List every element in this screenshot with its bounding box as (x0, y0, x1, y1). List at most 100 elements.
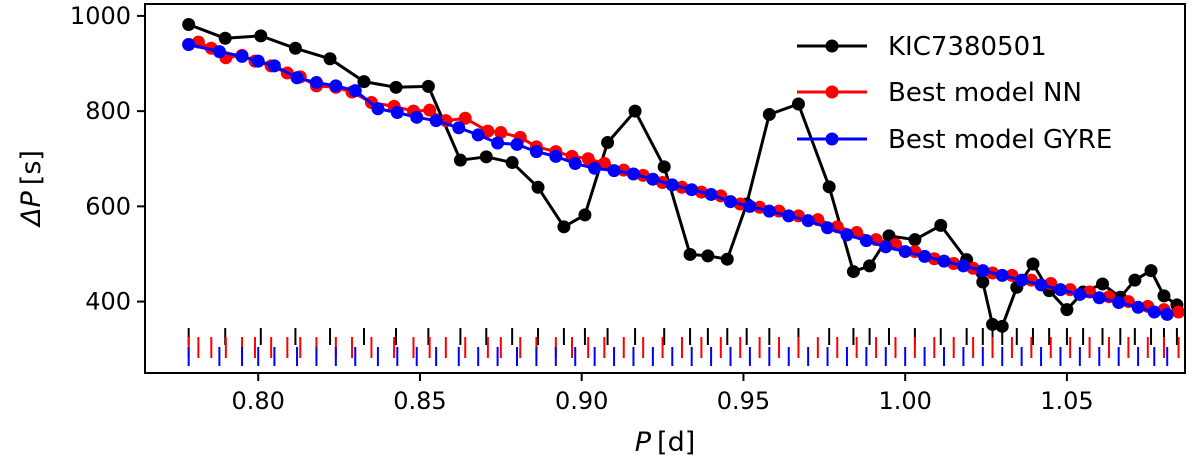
x-tick-label: 0.90 (555, 387, 608, 415)
data-point (529, 145, 543, 159)
data-point (821, 221, 835, 235)
data-point (1112, 296, 1126, 310)
data-point (956, 259, 970, 273)
x-axis-label: P [d] (635, 427, 696, 458)
data-point (701, 249, 715, 263)
data-point (1172, 305, 1186, 319)
data-point (995, 268, 1009, 282)
data-point (628, 104, 642, 118)
data-point (549, 149, 563, 163)
data-point (657, 160, 671, 174)
data-point (182, 17, 196, 31)
data-point (1160, 307, 1174, 321)
data-point (601, 136, 615, 150)
data-point (1128, 273, 1142, 287)
data-point (1060, 303, 1074, 317)
data-point (423, 103, 437, 117)
data-point (665, 178, 679, 192)
data-point (290, 71, 304, 85)
data-point (578, 208, 592, 222)
data-point (1092, 291, 1106, 305)
data-point (581, 152, 595, 166)
data-point (683, 247, 697, 261)
data-point (626, 167, 640, 181)
legend-entry-best-model-gyre: Best model GYRE (797, 125, 1112, 155)
legend-label-kic7380501: KIC7380501 (888, 32, 1047, 62)
data-point (995, 319, 1009, 333)
plot-area (182, 17, 1186, 366)
data-point (646, 172, 660, 186)
data-point (452, 121, 466, 135)
data-point (254, 29, 268, 43)
data-point (371, 102, 385, 116)
data-point (801, 214, 815, 228)
period-markers-best-model-nn (187, 337, 1180, 358)
data-point (976, 275, 990, 289)
data-point (743, 199, 757, 213)
data-point (863, 259, 877, 273)
data-point (510, 137, 524, 151)
data-point (822, 180, 836, 194)
data-point (1157, 289, 1171, 303)
x-tick-label: 1.00 (878, 387, 931, 415)
legend-marker-best-model-gyre (825, 132, 839, 146)
data-point (453, 153, 467, 167)
y-axis-label: ΔP[s] (16, 150, 47, 228)
data-point (557, 220, 571, 234)
data-point (471, 128, 485, 142)
x-tick-label: 1.05 (1040, 387, 1093, 415)
data-point (1073, 287, 1087, 301)
data-point (479, 150, 493, 164)
data-point (1015, 273, 1029, 287)
data-point (908, 233, 922, 247)
data-point (846, 265, 860, 279)
data-point (267, 59, 281, 73)
data-point (986, 317, 1000, 331)
plot-frame (144, 3, 1186, 374)
data-point (791, 97, 805, 111)
legend-label-best-model-gyre: Best model GYRE (888, 125, 1112, 155)
data-point (1096, 277, 1110, 291)
data-point (597, 157, 611, 171)
x-tick-label: 0.95 (717, 387, 770, 415)
data-point (309, 76, 323, 90)
y-tick-label: 600 (85, 192, 131, 220)
data-point (879, 240, 893, 254)
data-point (720, 252, 734, 266)
data-point (1026, 257, 1040, 271)
data-point (531, 180, 545, 194)
y-tick-label: 1000 (70, 2, 131, 30)
data-point (762, 204, 776, 218)
x-tick-label: 0.80 (232, 387, 285, 415)
legend: KIC7380501 Best model NN Best model GYRE (797, 32, 1112, 155)
data-point (918, 249, 932, 263)
data-point (898, 245, 912, 259)
x-tick-label: 0.85 (393, 387, 446, 415)
data-point (934, 218, 948, 232)
legend-label-best-model-nn: Best model NN (888, 78, 1082, 108)
data-point (1131, 300, 1145, 314)
data-point (390, 106, 404, 120)
data-point (840, 228, 854, 242)
data-point (704, 187, 718, 201)
y-tick-label: 400 (85, 288, 131, 316)
data-point (588, 161, 602, 175)
data-point (685, 183, 699, 197)
data-point (859, 234, 873, 248)
data-point (937, 254, 951, 268)
data-point (429, 114, 443, 128)
y-axis-label-main: ΔP (16, 190, 47, 227)
data-point (458, 111, 472, 125)
data-point (235, 49, 249, 63)
data-point (421, 79, 435, 93)
legend-entry-kic7380501: KIC7380501 (797, 32, 1047, 62)
data-point (976, 264, 990, 278)
data-point (494, 126, 508, 140)
data-point (182, 37, 196, 51)
data-point (329, 79, 343, 93)
data-point (357, 75, 371, 89)
data-point (212, 45, 226, 59)
data-point (568, 157, 582, 171)
legend-entry-best-model-nn: Best model NN (797, 78, 1082, 108)
